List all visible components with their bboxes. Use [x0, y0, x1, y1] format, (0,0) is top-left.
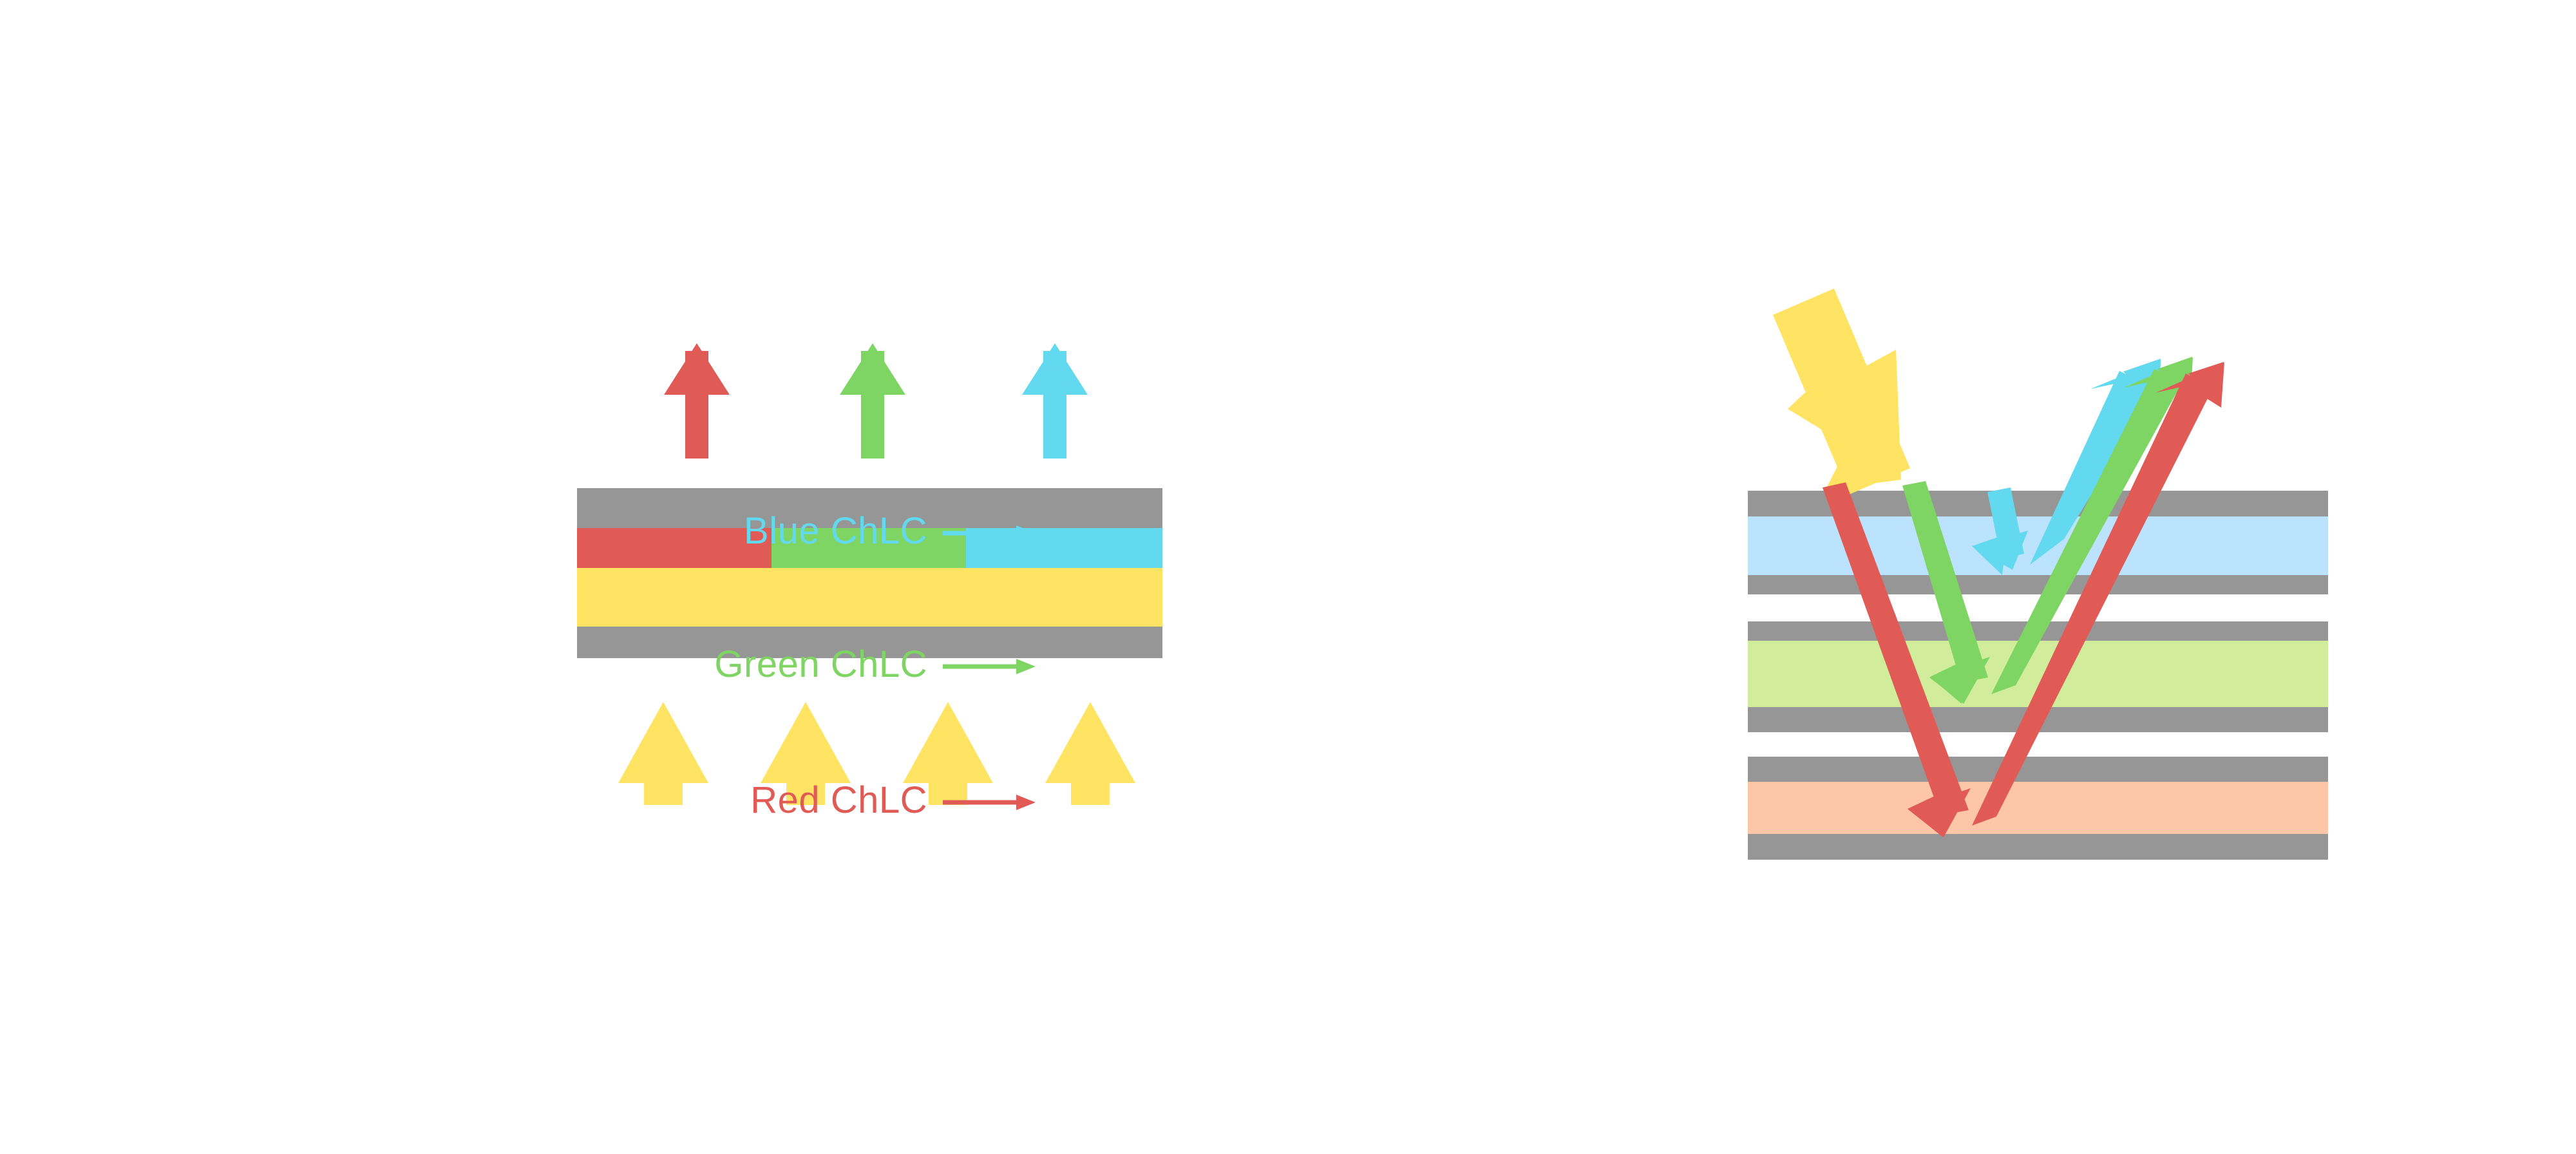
blue-ray-in — [1972, 487, 2028, 575]
left-bottom-electrode — [577, 627, 1162, 658]
red-chlc-layer — [1748, 782, 2328, 834]
emitted-arrow-green — [840, 343, 905, 459]
left-green-filter — [772, 528, 966, 568]
source-arrow-3 — [903, 702, 993, 805]
source-arrow-4 — [1045, 702, 1135, 805]
emitted-arrow-red — [664, 343, 730, 459]
green-ray-out — [1991, 357, 2193, 694]
left-red-filter — [577, 528, 772, 568]
source-arrow-2 — [761, 702, 851, 805]
emitted-arrow-cyan — [1022, 343, 1088, 459]
red-ray-out — [1972, 362, 2224, 826]
blue-cell-bottom-electrode — [1748, 575, 2328, 594]
green-ray-in — [1902, 481, 1990, 704]
left-backlight-layer — [577, 568, 1162, 627]
red-cell-top-electrode — [1748, 757, 2328, 782]
arrow-right-icon-green — [943, 659, 1036, 674]
red-cell-bottom-electrode — [1748, 834, 2328, 860]
arrow-right-icon-blue — [943, 525, 1036, 541]
label-green-chlc: Green ChLC — [714, 643, 927, 685]
label-red-chlc: Red ChLC — [750, 779, 927, 821]
red-ray-in — [1823, 482, 1971, 837]
label-blue-chlc: Blue ChLC — [744, 510, 927, 552]
source-arrow-1 — [618, 702, 708, 805]
left-top-electrode — [577, 488, 1162, 528]
arrow-right-icon-red — [943, 795, 1036, 810]
incident-light-arrow — [1773, 288, 1910, 495]
